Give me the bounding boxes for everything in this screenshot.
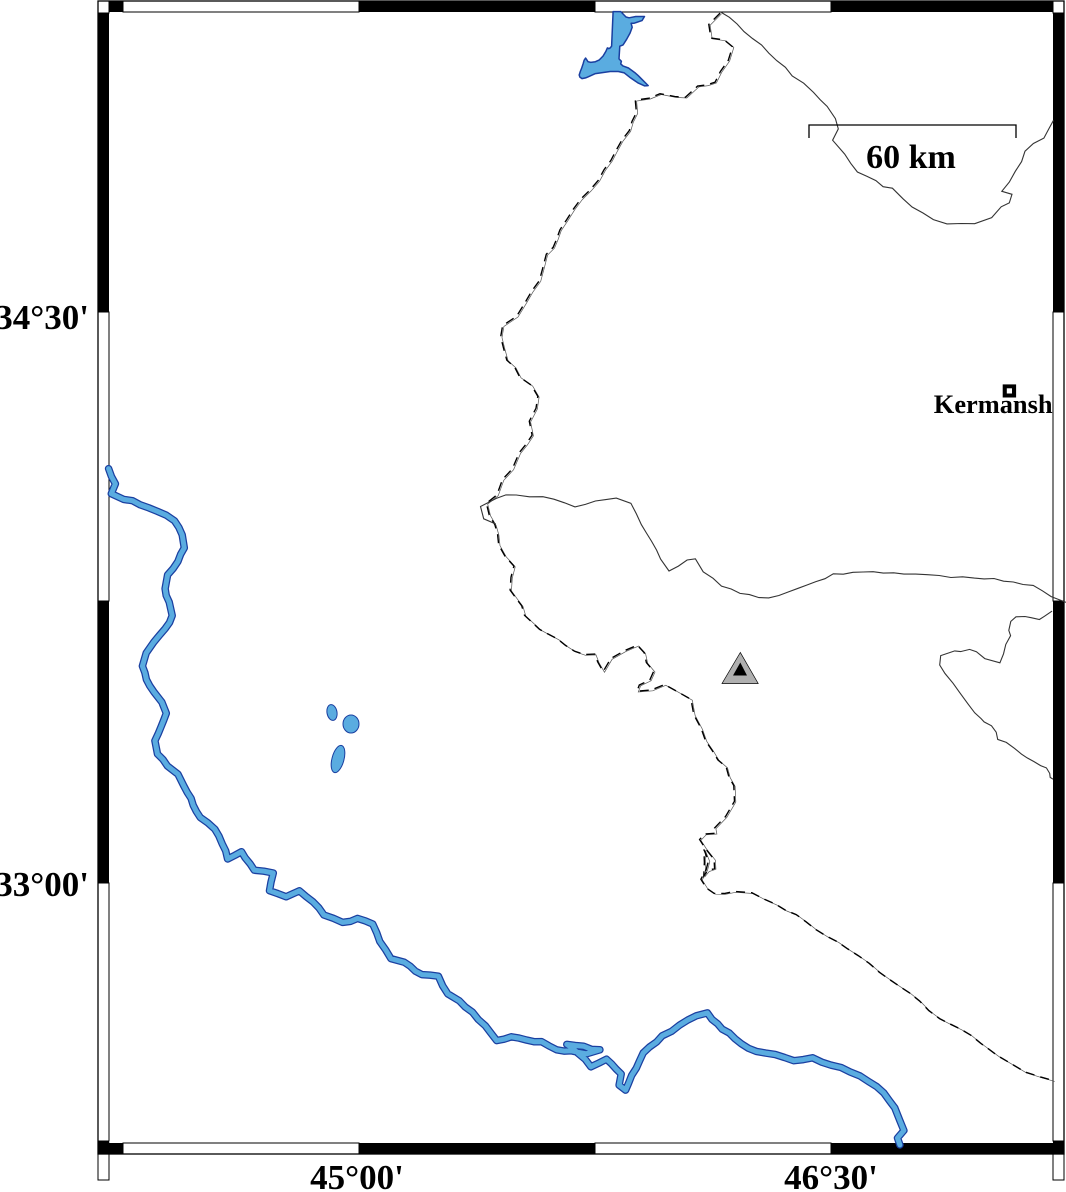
svg-text:60 km: 60 km — [866, 139, 956, 176]
svg-text:Kermansh: Kermansh — [934, 389, 1053, 419]
svg-text:34°30': 34°30' — [0, 298, 89, 337]
svg-text:45°00': 45°00' — [310, 1158, 404, 1192]
svg-text:46°30': 46°30' — [784, 1158, 878, 1192]
svg-text:33°00': 33°00' — [0, 865, 89, 904]
